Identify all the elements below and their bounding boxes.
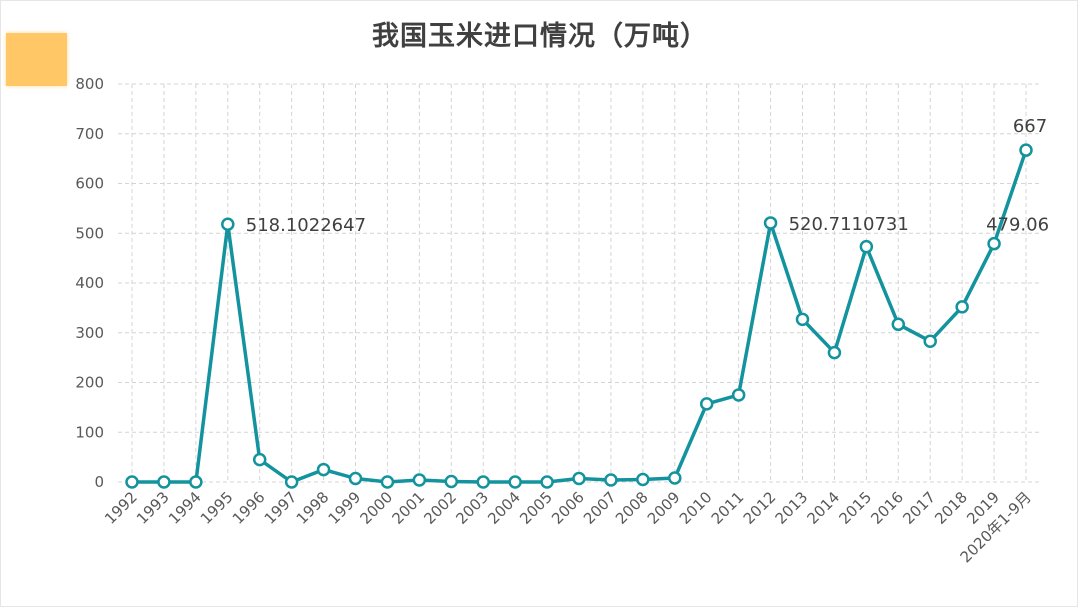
data-point [859,239,874,254]
data-point [923,334,937,348]
x-tick-label: 2012 [740,488,780,528]
data-point [348,471,363,486]
y-tick-label: 700 [75,125,104,143]
x-tick-label: 2013 [772,488,812,528]
x-tick-label: 1994 [165,488,205,528]
y-tick-label: 100 [75,423,104,441]
x-tick-label: 1993 [133,488,173,528]
y-tick-label: 0 [94,473,104,491]
data-point [604,473,618,487]
data-point [955,300,969,314]
x-tick-label: 1996 [229,488,269,528]
data-point [316,462,331,477]
data-point [157,475,171,489]
x-axis-ticks: 1992199319941995199619971998199920002001… [101,488,1035,566]
x-tick-label: 2003 [452,488,492,528]
y-tick-label: 500 [75,224,104,242]
data-point [987,236,1001,251]
data-label: 520.7110731 [789,214,909,235]
x-tick-label: 2008 [612,488,652,528]
x-tick-label: 1997 [261,488,301,528]
accent-block [6,33,67,86]
series-group [125,143,1033,489]
x-tick-label: 2005 [516,488,556,528]
y-tick-label: 200 [75,374,104,392]
data-point [572,471,586,486]
data-point [636,472,650,487]
x-tick-label: 2018 [931,488,971,528]
data-point [444,474,459,489]
data-label: 667 [1013,116,1047,137]
data-point [731,388,746,402]
data-label: 518.1022647 [246,215,366,236]
data-point [252,452,267,467]
x-tick-label: 2002 [420,488,460,528]
data-point [699,397,714,411]
data-label: 479.06 [986,215,1049,236]
data-point [412,473,427,487]
data-point [476,475,490,489]
data-point [508,475,522,489]
data-point [795,312,810,327]
y-tick-label: 600 [75,175,104,193]
x-tick-label: 1995 [197,488,237,528]
chart-title: 我国玉米进口情况（万吨） [372,21,708,52]
x-tick-label: 2017 [899,488,939,528]
x-tick-label: 2000 [357,488,397,528]
x-tick-label: 1998 [293,488,333,528]
x-tick-label: 2006 [548,488,588,528]
x-tick-label: 2015 [835,488,875,528]
x-tick-label: 2004 [484,488,524,528]
y-tick-label: 800 [75,75,104,93]
data-point [380,475,395,489]
x-tick-label: 2014 [804,488,844,528]
y-tick-label: 400 [75,274,104,292]
x-tick-label: 2009 [644,488,684,528]
data-point [1019,143,1033,157]
x-tick-label: 2007 [580,488,620,528]
y-axis-ticks: 0 100 200 300 400 500 600 700 800 [75,75,104,491]
data-labels: 518.1022647 520.7110731 479.06 667 [246,116,1049,236]
x-tick-label: 2011 [708,488,748,528]
data-point [284,475,299,489]
data-point [125,475,139,489]
data-point [763,216,778,230]
y-tick-label: 300 [75,324,104,342]
data-point [189,475,203,489]
data-point [891,317,906,332]
x-tick-label: 1992 [101,488,141,528]
data-point [668,471,682,485]
grid-lines [118,83,1040,483]
x-tick-label: 2010 [676,488,716,528]
data-point [540,475,554,489]
x-tick-label: 1999 [325,488,365,528]
x-tick-label: 2016 [867,488,907,528]
x-tick-label: 2001 [388,488,428,528]
data-point [827,345,842,360]
data-point [221,217,235,231]
